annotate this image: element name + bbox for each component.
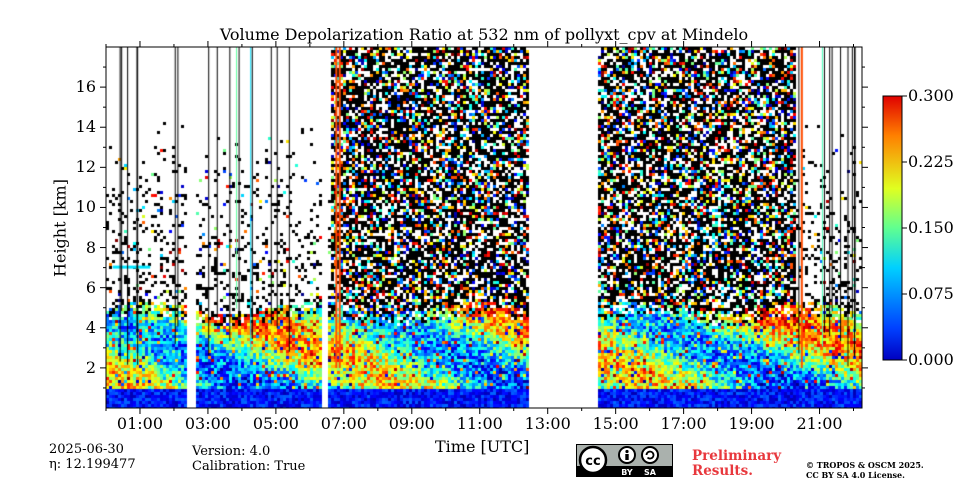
sa-icon: [641, 446, 659, 464]
y-tick-label: 16: [75, 77, 96, 97]
x-tick-label: 15:00: [592, 414, 639, 433]
copyright-line2: CC BY SA 4.0 License.: [806, 470, 905, 480]
y-tick-label: 12: [75, 157, 96, 177]
y-tick-label: 10: [75, 197, 96, 217]
preliminary-line1: Preliminary: [692, 448, 782, 464]
colorbar-tick-label: 0.150: [908, 218, 954, 237]
preliminary-line2: Results.: [692, 463, 753, 479]
copyright-notice: © TROPOS & OSCM 2025. CC BY SA 4.0 Licen…: [806, 460, 924, 480]
cc-icon: [578, 445, 608, 475]
x-tick-label: 05:00: [252, 414, 299, 433]
y-tick-label: 8: [85, 237, 96, 257]
x-tick-label: 01:00: [116, 414, 164, 433]
preliminary-notice: Preliminary Results.: [692, 449, 781, 479]
colorbar-tick-label: 0.225: [908, 152, 954, 171]
x-tick-label: 03:00: [184, 414, 231, 433]
sa-text: SA: [644, 468, 657, 476]
date-eta-block: 2025-06-30 η: 12.199477: [49, 442, 136, 472]
by-text: BY: [621, 468, 633, 476]
y-tick-label: 2: [85, 357, 96, 377]
x-tick-label: 07:00: [320, 414, 367, 433]
y-tick-label: 14: [75, 117, 96, 137]
y-axis-label: Height [km]: [50, 179, 70, 277]
y-tick-label: 6: [85, 277, 96, 297]
colorbar-tick-label: 0.075: [908, 284, 954, 303]
date-text: 2025-06-30: [49, 442, 124, 457]
x-tick-label: 17:00: [660, 414, 707, 433]
calibration-text: Calibration: True: [192, 459, 306, 474]
x-axis-label: Time [UTC]: [435, 437, 530, 456]
copyright-line1: © TROPOS & OSCM 2025.: [806, 460, 924, 470]
y-tick-label: 4: [85, 317, 96, 337]
colorbar-gradient: [882, 95, 903, 361]
x-tick-label: 13:00: [524, 414, 571, 433]
colorbar-tick-label: 0.300: [908, 86, 954, 105]
colorbar: [882, 95, 907, 361]
cc-badge-graphic: cc BY SA: [577, 445, 672, 477]
x-tick-label: 19:00: [728, 414, 775, 433]
x-tick-label: 21:00: [796, 414, 843, 433]
chart-title: Volume Depolarization Ratio at 532 nm of…: [219, 25, 749, 44]
axes: [100, 41, 868, 414]
cc-icon-text: cc: [585, 454, 600, 469]
x-tick-label: 09:00: [388, 414, 435, 433]
colorbar-tick-label: 0.000: [908, 350, 954, 369]
heatmap-image: [106, 47, 862, 408]
version-text: Version: 4.0: [192, 444, 271, 459]
version-block: Version: 4.0 Calibration: True: [192, 444, 305, 474]
cc-license-badge: cc BY SA: [576, 444, 673, 477]
eta-text: η: 12.199477: [49, 457, 136, 472]
heatmap-area: [106, 47, 862, 408]
x-tick-label: 11:00: [456, 414, 503, 433]
